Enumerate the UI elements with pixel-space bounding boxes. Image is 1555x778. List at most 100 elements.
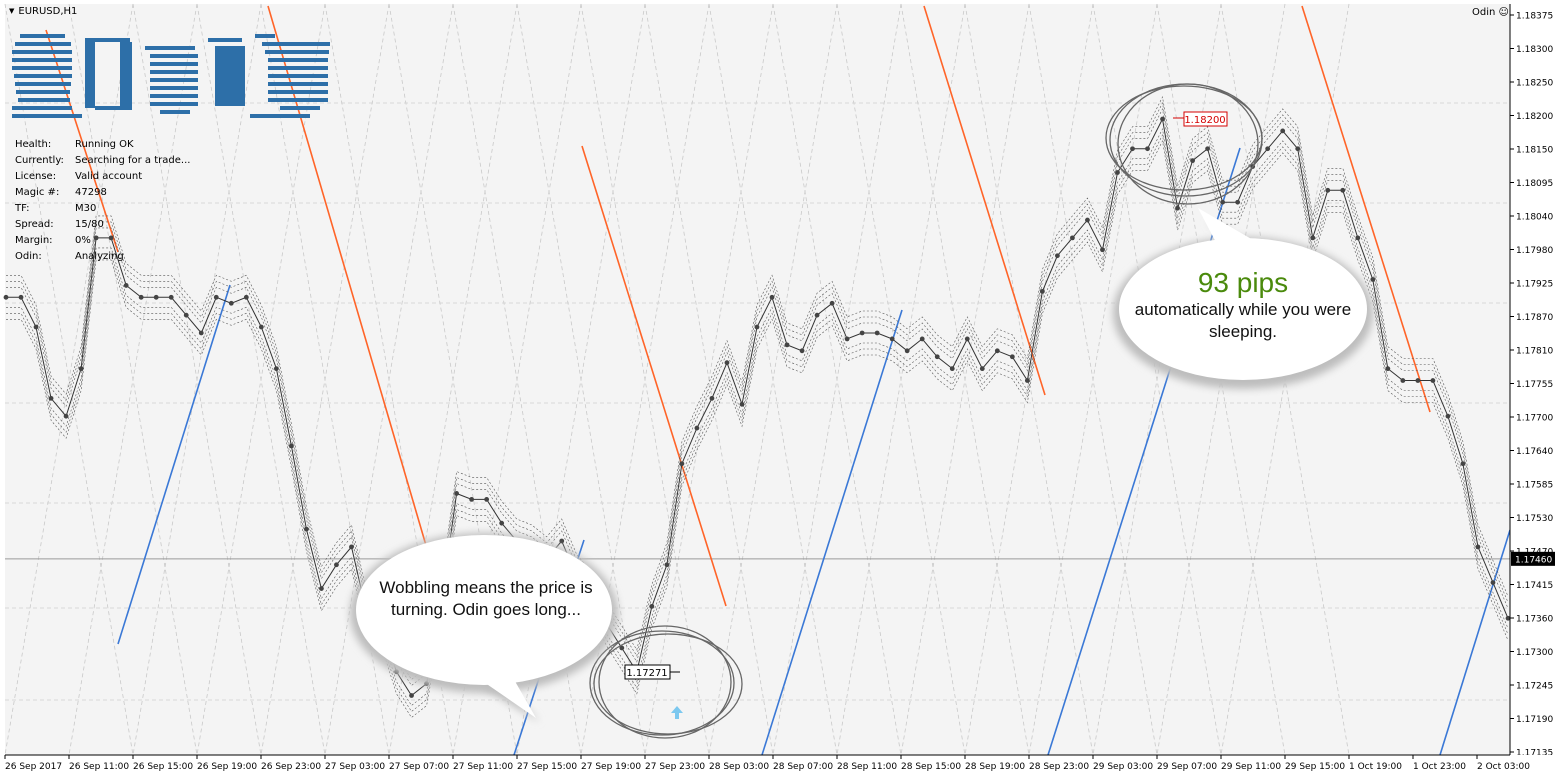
price-point bbox=[664, 562, 670, 568]
price-point bbox=[304, 526, 309, 532]
price-axis-label: 1.17135 bbox=[1516, 749, 1553, 759]
price-point bbox=[63, 413, 69, 419]
price-point bbox=[288, 443, 294, 449]
current-price-marker-label: 1.17460 bbox=[1515, 555, 1552, 565]
price-point bbox=[1400, 378, 1406, 383]
price-point bbox=[1490, 580, 1496, 586]
buy-arrow-icon bbox=[671, 706, 683, 719]
price-point bbox=[1325, 187, 1331, 193]
price-axis-label: 1.17530 bbox=[1516, 514, 1553, 524]
price-axis-label: 1.17925 bbox=[1516, 280, 1553, 290]
price-point bbox=[138, 294, 144, 300]
status-key: Magic #: bbox=[15, 187, 60, 198]
time-axis-label: 26 Sep 2017 bbox=[5, 762, 62, 772]
chart-symbol-title: ▼ EURUSD,H1 bbox=[9, 6, 77, 17]
price-point bbox=[814, 312, 820, 318]
grid-diagonal-line bbox=[516, 3, 646, 756]
ascii-art-logo bbox=[12, 34, 330, 118]
price-axis-label: 1.17700 bbox=[1516, 414, 1553, 424]
high-price-label-box bbox=[1183, 111, 1228, 127]
grid-diagonal-line bbox=[4, 3, 134, 756]
price-envelope-band bbox=[6, 134, 1509, 712]
price-point bbox=[1415, 378, 1421, 383]
price-point bbox=[469, 496, 475, 502]
time-axis-label: 29 Sep 07:00 bbox=[1157, 762, 1217, 772]
low-price-label-text: 1.17271 bbox=[626, 668, 667, 679]
callout-wobbling-text: Wobbling means the price is turning. Odi… bbox=[379, 578, 593, 619]
grid-diagonal-line bbox=[900, 3, 1030, 756]
price-point bbox=[499, 520, 505, 526]
time-axis-label: 28 Sep 19:00 bbox=[965, 762, 1025, 772]
price-axis-label: 1.17415 bbox=[1516, 581, 1553, 591]
time-axis: 26 Sep 2017 26 Sep 11:00 26 Sep 15:00 26 Se… bbox=[0, 754, 1555, 778]
price-point bbox=[484, 496, 490, 502]
up-trend-line bbox=[761, 309, 903, 756]
price-axis-label: 1.18300 bbox=[1516, 45, 1553, 55]
price-point bbox=[3, 294, 9, 300]
ea-name-label: Odin bbox=[1472, 7, 1496, 18]
price-point bbox=[1475, 544, 1481, 550]
time-axis-label: 29 Sep 15:00 bbox=[1285, 762, 1345, 772]
time-axis-label: 26 Sep 15:00 bbox=[133, 762, 193, 772]
callout-tail-left bbox=[478, 676, 536, 718]
price-point bbox=[769, 294, 775, 300]
current-price-marker bbox=[1511, 551, 1555, 566]
price-axis-label: 1.18150 bbox=[1516, 146, 1553, 156]
price-point bbox=[93, 235, 99, 241]
callout-bubble-left bbox=[356, 535, 612, 685]
price-point bbox=[964, 336, 970, 342]
price-axis-label: 1.18095 bbox=[1516, 179, 1553, 189]
price-point bbox=[784, 342, 790, 348]
price-point bbox=[709, 395, 715, 401]
price-point bbox=[994, 348, 1000, 354]
price-point bbox=[1175, 205, 1180, 211]
ea-status-panel: Health: Running OK Currently: Searching fo… bbox=[15, 137, 190, 265]
price-point bbox=[679, 461, 685, 467]
price-point bbox=[1370, 277, 1376, 282]
status-row-currently: Currently: Searching for a trade... bbox=[15, 153, 190, 169]
time-axis-label: 26 Sep 19:00 bbox=[197, 762, 257, 772]
grid-diagonal-line bbox=[388, 3, 518, 756]
status-value: Running OK bbox=[75, 139, 134, 150]
expert-advisor-name[interactable]: Odin ☺ bbox=[1472, 7, 1509, 18]
price-point bbox=[1115, 170, 1120, 175]
time-axis-background bbox=[0, 755, 1555, 778]
grid-diagonal-line bbox=[68, 3, 198, 756]
price-point bbox=[619, 645, 625, 651]
status-value: 47298 bbox=[75, 187, 107, 198]
time-axis-label: 29 Sep 11:00 bbox=[1221, 762, 1281, 772]
status-value: 0% bbox=[75, 235, 91, 246]
down-trend-line bbox=[267, 5, 443, 601]
time-axis-label: 1 Oct 23:00 bbox=[1413, 762, 1466, 772]
price-point bbox=[844, 336, 850, 342]
down-trend-line bbox=[581, 145, 727, 607]
status-key: Margin: bbox=[15, 235, 53, 246]
status-key: Spread: bbox=[15, 219, 54, 230]
price-point bbox=[934, 354, 940, 360]
grid-diagonal-line bbox=[580, 3, 710, 756]
time-axis-label: 28 Sep 11:00 bbox=[837, 762, 897, 772]
price-point bbox=[919, 336, 925, 342]
status-row-odin: Odin: Analyzing bbox=[15, 249, 190, 265]
dropdown-triangle-icon[interactable]: ▼ bbox=[9, 7, 15, 15]
price-point bbox=[153, 294, 159, 300]
grid-diagonal-line bbox=[324, 3, 454, 756]
price-point bbox=[949, 366, 955, 372]
price-point bbox=[829, 300, 835, 306]
price-point bbox=[168, 294, 174, 300]
price-point bbox=[1235, 199, 1241, 205]
price-point bbox=[904, 348, 910, 354]
status-row-spread: Spread: 15/80 bbox=[15, 217, 190, 233]
price-point bbox=[409, 693, 414, 698]
status-key: License: bbox=[15, 171, 57, 182]
time-axis-label: 1 Oct 19:00 bbox=[1349, 762, 1402, 772]
status-row-license: License: Valid account bbox=[15, 169, 190, 185]
price-point bbox=[78, 366, 84, 372]
status-key: Odin: bbox=[15, 251, 42, 262]
price-axis-label: 1.17360 bbox=[1516, 615, 1553, 625]
highlight-scribble bbox=[593, 633, 743, 735]
price-point bbox=[1355, 235, 1361, 241]
highlight-scribble bbox=[598, 625, 732, 739]
